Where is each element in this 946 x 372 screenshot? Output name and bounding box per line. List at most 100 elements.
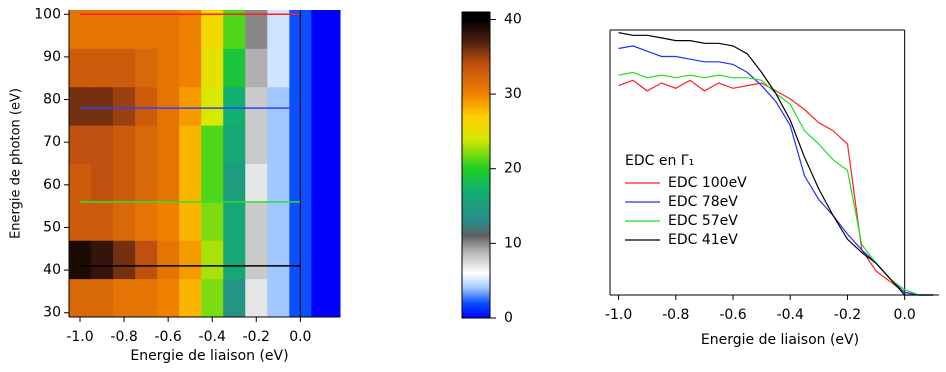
heat-cell <box>223 125 246 164</box>
heat-cell <box>311 86 341 126</box>
heat-cell <box>201 86 224 126</box>
colorbar-tick-label: 30 <box>504 86 522 102</box>
heat-cell <box>267 10 290 49</box>
heat-cell <box>267 163 290 203</box>
heat-cell <box>113 278 136 318</box>
edc-line <box>618 32 934 296</box>
heat-cell <box>201 163 224 203</box>
x-tick-label: -0.6 <box>154 329 181 345</box>
heat-cell <box>245 240 268 280</box>
heat-cell <box>179 10 202 49</box>
heat-cell <box>69 48 92 88</box>
legend-label: EDC 41eV <box>668 232 738 248</box>
heat-cell <box>135 163 158 203</box>
colorbar <box>461 11 491 319</box>
y-tick-label: 30 <box>43 305 61 321</box>
heat-cell <box>69 201 92 241</box>
heat-cell <box>179 240 202 280</box>
heat-cell <box>223 278 246 318</box>
colorbar-tick-label: 40 <box>504 11 522 27</box>
heat-cell <box>91 163 114 203</box>
heat-cell <box>245 201 268 241</box>
heat-cell <box>91 86 114 126</box>
colorbar-tick-label: 10 <box>504 235 522 251</box>
legend-label: EDC 57eV <box>668 213 738 229</box>
heat-cell <box>311 125 341 164</box>
x-tick-label: 0.0 <box>289 329 311 345</box>
x-axis-label: Energie de liaison (eV) <box>701 332 859 348</box>
x-tick-label: -0.4 <box>199 329 226 345</box>
heat-cell <box>113 201 136 241</box>
heat-cell <box>135 125 158 164</box>
heat-cell <box>157 48 180 88</box>
edc-line <box>618 79 934 296</box>
heat-cell <box>223 86 246 126</box>
heat-cell <box>69 125 92 164</box>
colorbar-tick-label: 20 <box>504 161 522 177</box>
heat-cell <box>69 10 92 49</box>
heat-cell <box>91 278 114 318</box>
legend-label: EDC 78eV <box>668 194 738 210</box>
heat-cell <box>245 278 268 318</box>
x-tick-label: -1.0 <box>66 329 93 345</box>
heat-cell <box>179 163 202 203</box>
heat-cell <box>223 48 246 88</box>
heat-cell <box>135 48 158 88</box>
heat-cell <box>267 48 290 88</box>
heat-cell <box>157 86 180 126</box>
heat-cell <box>245 163 268 203</box>
x-tick-label: -1.0 <box>605 307 632 323</box>
heat-cell <box>245 48 268 88</box>
x-tick-label: -0.2 <box>834 307 861 323</box>
heat-cell <box>157 201 180 241</box>
y-tick-label: 70 <box>43 134 61 150</box>
heat-cell <box>311 201 341 241</box>
edc-line <box>618 45 934 296</box>
heat-cell <box>267 201 290 241</box>
heat-cell <box>201 48 224 88</box>
y-tick-label: 90 <box>43 49 61 65</box>
heat-cell <box>179 86 202 126</box>
heat-cell <box>245 86 268 126</box>
heat-cell <box>135 86 158 126</box>
heat-cell <box>135 201 158 241</box>
heat-cell <box>91 125 114 164</box>
heat-cell <box>311 10 341 49</box>
x-axis-label: Energie de liaison (eV) <box>130 348 288 364</box>
y-tick-label: 60 <box>43 177 61 193</box>
heat-cell <box>223 201 246 241</box>
x-tick-label: -0.2 <box>243 329 270 345</box>
heat-cell <box>267 125 290 164</box>
heat-cell <box>157 125 180 164</box>
edc-line <box>618 71 934 296</box>
x-tick-label: -0.8 <box>110 329 137 345</box>
heat-cell <box>113 240 136 280</box>
heat-cell <box>69 86 92 126</box>
heat-cell <box>245 125 268 164</box>
heat-cell <box>223 240 246 280</box>
heat-cell <box>135 278 158 318</box>
heat-cell <box>157 163 180 203</box>
x-tick-label: -0.6 <box>719 307 746 323</box>
legend-label: EDC 100eV <box>668 175 747 191</box>
heat-cell <box>69 240 92 280</box>
heat-cell <box>91 48 114 88</box>
heat-cell <box>113 125 136 164</box>
y-tick-label: 80 <box>43 92 61 108</box>
heat-cell <box>135 10 158 49</box>
heat-cell <box>91 201 114 241</box>
heat-cell <box>245 10 268 49</box>
heat-cell <box>91 10 114 49</box>
x-tick-label: 0.0 <box>894 307 916 323</box>
heat-cell <box>311 278 341 318</box>
heat-cell <box>135 240 158 280</box>
heat-cell <box>113 86 136 126</box>
heat-cell <box>179 48 202 88</box>
y-axis-label: Energie de photon (eV) <box>9 88 24 239</box>
heat-cell <box>69 163 92 203</box>
colorbar-tick-label: 0 <box>504 310 513 326</box>
y-tick-label: 100 <box>34 6 61 22</box>
x-tick-label: -0.4 <box>777 307 804 323</box>
heat-cell <box>113 163 136 203</box>
